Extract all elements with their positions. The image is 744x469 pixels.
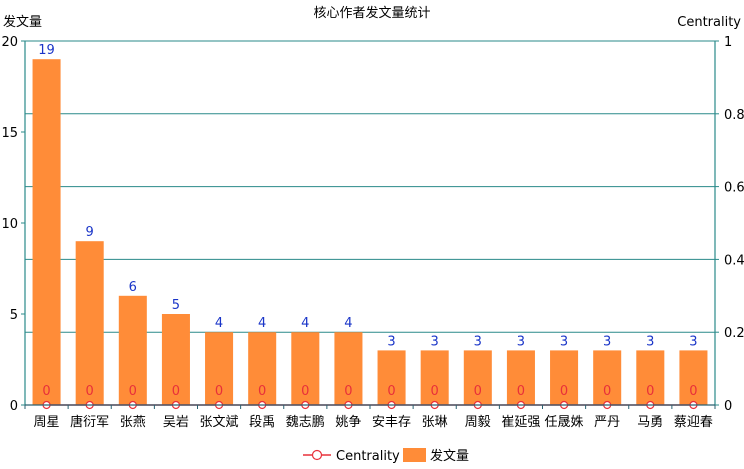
centrality-value-label: 0 — [560, 384, 568, 399]
bar — [506, 350, 535, 405]
bar-value-label: 9 — [86, 225, 94, 240]
bar — [161, 314, 190, 405]
x-tick-label: 吴岩 — [163, 415, 189, 430]
x-tick-label: 安丰存 — [372, 415, 411, 430]
centrality-value-label: 0 — [129, 384, 137, 399]
y-left-axis-label: 发文量 — [3, 14, 42, 30]
y-left-tick-label: 15 — [1, 126, 18, 141]
centrality-value-label: 0 — [42, 384, 50, 399]
legend-centrality-swatch-marker — [311, 449, 323, 461]
bar-value-label: 5 — [172, 298, 180, 313]
bar-value-label: 3 — [646, 334, 654, 349]
centrality-value-label: 0 — [603, 384, 611, 399]
bar-value-label: 19 — [38, 43, 55, 58]
bar — [248, 332, 277, 405]
bar — [377, 350, 406, 405]
bar-value-label: 3 — [431, 334, 439, 349]
bar — [75, 241, 104, 405]
bar-value-label: 4 — [344, 316, 352, 331]
bar — [118, 295, 147, 405]
bar-value-label: 4 — [258, 316, 266, 331]
x-tick-label: 任晟姝 — [545, 415, 584, 430]
x-tick-label: 张燕 — [120, 415, 146, 430]
bar-value-label: 4 — [301, 316, 309, 331]
bar-value-label: 3 — [474, 334, 482, 349]
centrality-value-label: 0 — [301, 384, 309, 399]
centrality-value-label: 0 — [474, 384, 482, 399]
centrality-value-label: 0 — [172, 384, 180, 399]
bar-value-label: 3 — [689, 334, 697, 349]
bar — [679, 350, 708, 405]
bar — [463, 350, 492, 405]
x-tick-label: 唐衍军 — [70, 414, 109, 430]
y-right-tick-label: 0 — [724, 399, 732, 414]
bar — [420, 350, 449, 405]
legend-bar-label: 发文量 — [430, 448, 469, 464]
centrality-value-label: 0 — [646, 384, 654, 399]
bar — [205, 332, 234, 405]
centrality-value-label: 0 — [86, 384, 94, 399]
x-tick-label: 张文斌 — [200, 415, 239, 430]
y-left-tick-label: 5 — [10, 308, 18, 323]
y-right-tick-label: 0.6 — [724, 181, 744, 196]
y-left-tick-label: 10 — [1, 217, 18, 232]
centrality-value-label: 0 — [387, 384, 395, 399]
y-right-axis-label: Centrality — [677, 15, 741, 30]
centrality-value-label: 0 — [258, 384, 266, 399]
y-right-tick-label: 0.4 — [724, 253, 744, 268]
x-tick-label: 张琳 — [422, 415, 448, 430]
y-right-tick-label: 1 — [724, 35, 732, 50]
bar — [593, 350, 622, 405]
bar — [334, 332, 363, 405]
centrality-value-label: 0 — [215, 384, 223, 399]
x-tick-label: 魏志鹏 — [286, 415, 325, 430]
centrality-value-label: 0 — [517, 384, 525, 399]
y-left-tick-label: 20 — [1, 35, 18, 50]
x-tick-label: 崔延强 — [501, 414, 540, 430]
centrality-value-label: 0 — [344, 384, 352, 399]
bar-value-label: 3 — [560, 334, 568, 349]
legend-bar-swatch — [403, 448, 426, 462]
y-right-tick-label: 0.2 — [724, 326, 744, 341]
bar — [636, 350, 665, 405]
y-right-tick-label: 0.8 — [724, 108, 744, 123]
bar-value-label: 3 — [517, 334, 525, 349]
chart-title: 核心作者发文量统计 — [313, 5, 430, 21]
legend-centrality-label: Centrality — [336, 449, 400, 464]
bar-value-label: 3 — [603, 334, 611, 349]
x-tick-label: 严丹 — [594, 415, 620, 430]
x-tick-label: 周毅 — [465, 414, 491, 430]
centrality-value-label: 0 — [689, 384, 697, 399]
y-left-tick-label: 0 — [10, 399, 18, 414]
bar-value-label: 3 — [387, 334, 395, 349]
x-tick-label: 段禹 — [249, 415, 275, 430]
x-tick-label: 马勇 — [637, 415, 663, 430]
bar — [550, 350, 579, 405]
x-tick-label: 姚争 — [335, 415, 361, 430]
bar-value-label: 4 — [215, 316, 223, 331]
x-tick-label: 周星 — [34, 415, 60, 430]
bar — [291, 332, 320, 405]
centrality-value-label: 0 — [431, 384, 439, 399]
bar — [32, 59, 61, 405]
bar-value-label: 6 — [129, 280, 137, 295]
x-tick-label: 蔡迎春 — [674, 415, 713, 430]
